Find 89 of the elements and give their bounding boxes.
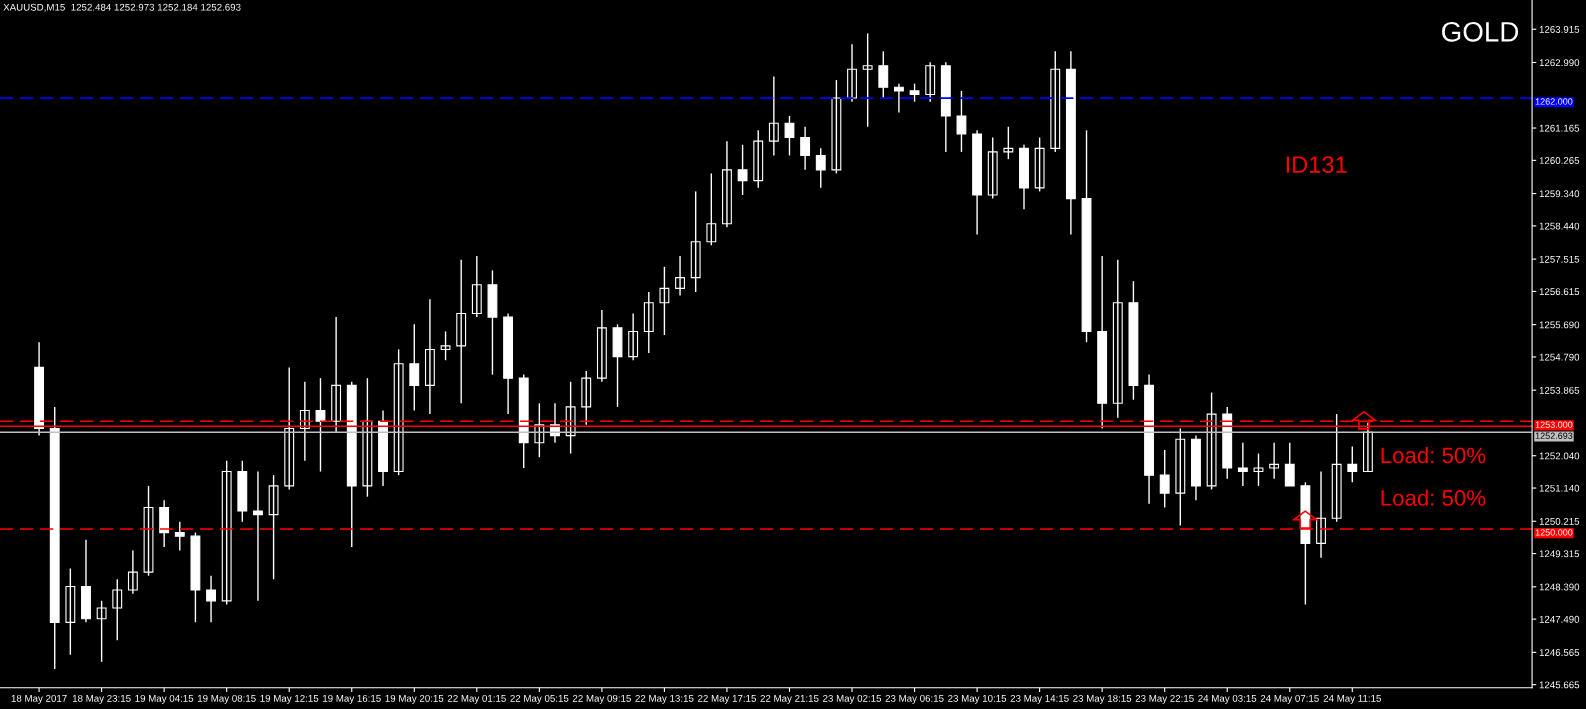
y-tick-label: 1252.040 xyxy=(1539,452,1580,460)
ref-line-label: 1262.000 xyxy=(1535,98,1573,105)
candlestick xyxy=(831,79,842,175)
y-tick-label: 1247.490 xyxy=(1539,615,1580,623)
candlestick xyxy=(1284,442,1295,487)
candlestick xyxy=(956,90,967,153)
candlestick xyxy=(1253,452,1264,487)
x-tick-label: 23 May 22:15 xyxy=(1135,694,1194,704)
y-tick-label: 1263.915 xyxy=(1539,26,1580,33)
candlestick xyxy=(643,291,654,354)
candlestick xyxy=(878,50,889,99)
y-tick-label: 1255.690 xyxy=(1539,321,1580,329)
ref-line-label: 1253.000 xyxy=(1535,421,1573,428)
candlestick xyxy=(190,531,201,624)
x-tick-label: 19 May 12:15 xyxy=(260,694,319,704)
x-tick-label: 24 May 03:15 xyxy=(1198,694,1257,704)
x-tick-label: 22 May 17:15 xyxy=(697,694,757,704)
x-tick-label: 22 May 09:15 xyxy=(572,694,631,704)
y-tick-label: 1250.215 xyxy=(1539,518,1580,525)
x-tick-label: 23 May 10:15 xyxy=(948,694,1007,704)
x-tick-label: 19 May 04:15 xyxy=(135,694,194,704)
x-tick-label: 19 May 20:15 xyxy=(385,694,444,704)
candlestick xyxy=(815,147,826,189)
y-tick-label: 1249.315 xyxy=(1539,550,1580,558)
y-tick-label: 1258.440 xyxy=(1539,222,1580,230)
y-tick-label: 1257.515 xyxy=(1539,255,1580,263)
y-tick-label: 1262.990 xyxy=(1539,59,1580,67)
candlestick xyxy=(753,129,764,189)
x-tick-label: 22 May 13:15 xyxy=(635,694,694,704)
candlestick xyxy=(706,172,717,246)
annotation: Load: 50% xyxy=(1381,446,1486,464)
y-tick-label: 1248.390 xyxy=(1539,583,1580,591)
x-tick-label: 24 May 11:15 xyxy=(1323,694,1381,704)
x-tick-label: 22 May 05:15 xyxy=(510,694,569,704)
candlestick xyxy=(612,323,623,408)
candlestick xyxy=(65,567,76,656)
annotation: Load: 50% xyxy=(1381,489,1486,506)
candlestick xyxy=(315,377,326,473)
y-tick-label: 1251.140 xyxy=(1539,484,1580,492)
candlestick xyxy=(221,460,232,606)
x-tick-label: 22 May 21:15 xyxy=(760,694,819,704)
candlestick xyxy=(268,474,279,580)
x-tick-label: 19 May 08:15 xyxy=(197,694,256,704)
ref-line-label: 1252.693 xyxy=(1535,432,1573,439)
x-tick-label: 19 May 16:15 xyxy=(323,694,381,704)
candlestick xyxy=(96,600,107,663)
x-tick-label: 18 May 23:15 xyxy=(72,694,131,704)
ref-line-label: 1250.000 xyxy=(1535,529,1573,536)
candlestick xyxy=(1034,136,1045,193)
x-tick-label: 24 May 07:15 xyxy=(1260,694,1319,704)
candlestick xyxy=(1128,280,1139,401)
candlestick xyxy=(1112,258,1123,419)
candlestick xyxy=(1081,129,1092,343)
y-tick-label: 1261.165 xyxy=(1539,124,1580,132)
candlestick xyxy=(987,136,998,200)
candlestick xyxy=(174,521,185,552)
candlestick xyxy=(1159,449,1170,509)
x-tick-label: 23 May 02:15 xyxy=(823,694,882,704)
x-tick-label: 22 May 01:15 xyxy=(447,694,506,704)
candlestick xyxy=(581,370,592,426)
y-tick-label: 1256.615 xyxy=(1539,288,1580,296)
x-tick-label: 23 May 18:15 xyxy=(1073,694,1132,704)
y-tick-label: 1246.565 xyxy=(1539,649,1580,656)
candlestick xyxy=(409,323,420,412)
candlestick xyxy=(143,485,154,577)
chart-title: XAUUSD,M15 1252.484 1252.973 1252.184 1252.693 xyxy=(3,3,241,12)
candlestick xyxy=(49,406,60,670)
candlestick xyxy=(737,144,748,196)
candlestick xyxy=(784,115,795,157)
candlestick xyxy=(1331,413,1342,523)
candlestick xyxy=(112,578,123,642)
x-tick-label: 23 May 14:15 xyxy=(1010,694,1069,704)
candlestick xyxy=(487,269,498,376)
candlestick xyxy=(237,460,248,523)
y-tick-label: 1259.340 xyxy=(1539,190,1580,198)
candlestick xyxy=(1050,50,1061,153)
y-tick-label: 1245.665 xyxy=(1539,681,1580,689)
y-tick-label: 1253.865 xyxy=(1539,386,1580,394)
candlestick xyxy=(1003,126,1014,160)
annotation: ID131 xyxy=(1286,156,1347,173)
y-tick-label: 1260.265 xyxy=(1539,157,1580,164)
candlestick xyxy=(1175,427,1186,527)
x-tick-label: 18 May 2017 xyxy=(11,694,67,704)
y-tick-label: 1254.790 xyxy=(1539,353,1580,361)
candlestick xyxy=(440,330,451,361)
annotation: GOLD xyxy=(1442,22,1519,42)
candlestick xyxy=(690,190,701,293)
candlestick xyxy=(862,32,873,128)
x-tick-label: 23 May 06:15 xyxy=(885,694,944,704)
